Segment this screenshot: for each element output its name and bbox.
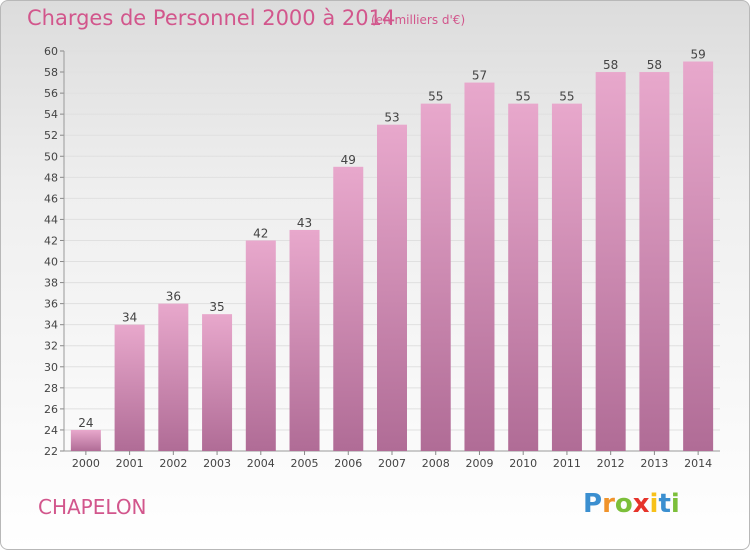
x-tick-label: 2013 (640, 457, 668, 470)
bar (639, 72, 670, 451)
logo-letter: i (649, 489, 659, 519)
bar (202, 314, 233, 451)
y-tick-label: 56 (44, 87, 58, 100)
bar (377, 124, 407, 452)
x-tick-label: 2001 (116, 457, 144, 470)
y-tick-label: 34 (44, 319, 58, 332)
y-tick-label: 50 (44, 150, 58, 163)
bar (70, 429, 101, 451)
data-label: 55 (559, 90, 574, 104)
bar (551, 103, 582, 451)
bar (683, 61, 714, 452)
x-tick-label: 2008 (422, 457, 450, 470)
bar (595, 72, 626, 451)
bar (245, 240, 276, 451)
bar (289, 229, 320, 451)
data-label: 55 (516, 90, 531, 104)
x-tick-label: 2002 (159, 457, 187, 470)
data-label: 42 (253, 226, 268, 240)
y-tick-label: 36 (44, 298, 58, 311)
y-tick-label: 22 (44, 445, 58, 458)
x-tick-label: 2014 (684, 457, 712, 470)
y-tick-label: 60 (44, 45, 58, 58)
y-tick-label: 38 (44, 277, 58, 290)
data-label: 53 (384, 111, 399, 125)
x-tick-label: 2011 (553, 457, 581, 470)
y-tick-label: 44 (44, 213, 58, 226)
bar (508, 103, 539, 451)
bar (333, 166, 364, 451)
data-label: 49 (341, 153, 356, 167)
chart-unit: (en milliers d'€) (371, 13, 466, 27)
logo-letter: x (632, 489, 650, 519)
x-tick-label: 2006 (334, 457, 362, 470)
logo-letter: i (670, 489, 680, 519)
x-axis-ticks: 2000 2001 2002 2003 2004 2005 2006 2007 2008 2009… (72, 451, 712, 470)
y-tick-label: 26 (44, 403, 58, 416)
data-label: 57 (472, 69, 487, 83)
x-tick-label: 2010 (509, 457, 537, 470)
y-tick-label: 52 (44, 129, 58, 142)
x-tick-label: 2007 (378, 457, 406, 470)
bars (70, 61, 714, 452)
y-tick-label: 54 (44, 108, 58, 121)
y-tick-label: 48 (44, 171, 58, 184)
data-label: 43 (297, 216, 312, 230)
y-tick-label: 42 (44, 234, 58, 247)
y-tick-label: 40 (44, 256, 58, 269)
data-label: 58 (647, 58, 662, 72)
y-tick-label: 24 (44, 424, 58, 437)
bar (158, 303, 189, 451)
y-tick-label: 28 (44, 382, 58, 395)
x-tick-label: 2003 (203, 457, 231, 470)
x-tick-label: 2012 (597, 457, 625, 470)
bar (464, 82, 495, 451)
commune-name: CHAPELON (38, 495, 147, 519)
x-tick-label: 2000 (72, 457, 100, 470)
data-label: 24 (78, 416, 93, 430)
data-labels: 24 34 36 35 42 43 49 53 55 57 55 55 58 58 59 (78, 48, 706, 430)
logo-letter: o (614, 489, 633, 519)
logo-letter: r (602, 489, 615, 519)
proxiti-logo: Proxiti (583, 489, 680, 519)
data-label: 35 (209, 300, 224, 314)
data-label: 59 (690, 48, 705, 62)
logo-letter: t (658, 489, 671, 519)
y-tick-label: 30 (44, 361, 58, 374)
data-label: 55 (428, 90, 443, 104)
x-tick-label: 2005 (291, 457, 319, 470)
data-label: 58 (603, 58, 618, 72)
y-tick-label: 58 (44, 66, 58, 79)
x-tick-label: 2009 (465, 457, 493, 470)
y-tick-label: 46 (44, 192, 58, 205)
x-tick-label: 2004 (247, 457, 275, 470)
data-label: 34 (122, 311, 137, 325)
data-label: 36 (166, 290, 181, 304)
bar (420, 103, 451, 451)
bar (114, 324, 145, 451)
chart-title: Charges de Personnel 2000 à 2014 (27, 6, 396, 30)
y-tick-label: 32 (44, 340, 58, 353)
logo-letter: P (583, 489, 603, 519)
